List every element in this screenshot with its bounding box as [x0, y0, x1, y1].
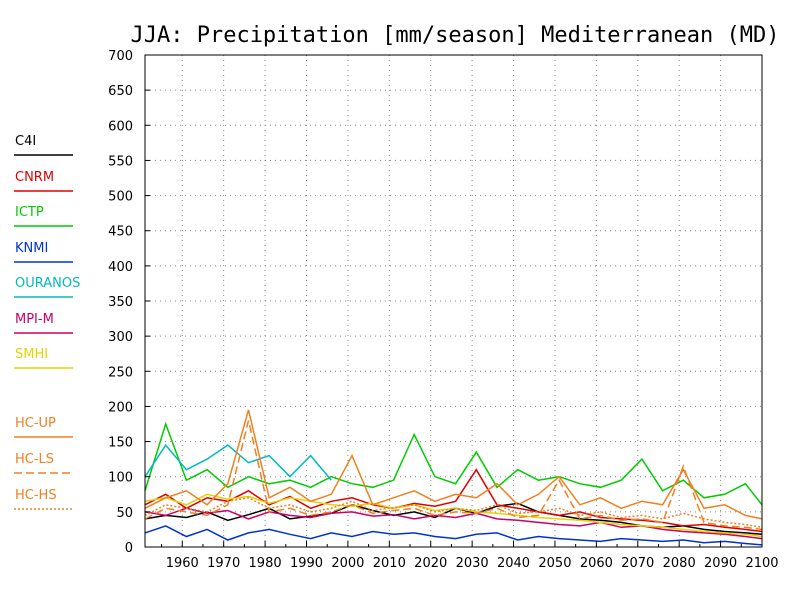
x-axis-ticks: 1960 1970 1980 1990 2000 2010 2020 2030 2040 2050…: [161, 541, 779, 571]
y-tick-label: 350: [108, 295, 133, 310]
y-tick-label: 650: [108, 84, 133, 99]
y-tick-label: 50: [116, 506, 133, 521]
series-line-ouranos: [144, 443, 332, 481]
legend-label: SMHI: [15, 347, 48, 362]
x-tick-label: 1970: [207, 556, 240, 571]
series-line-ictp: [144, 421, 763, 506]
y-tick-label: 100: [108, 471, 133, 486]
legend-label: C4I: [15, 134, 36, 149]
series-line-knmi: [144, 525, 763, 546]
x-tick-label: 1990: [290, 556, 323, 571]
x-tick-label: 2030: [456, 556, 489, 571]
x-tick-label: 2050: [538, 556, 571, 571]
y-tick-label: 500: [108, 190, 133, 205]
y-tick-label: 400: [108, 260, 133, 275]
legend-label: MPI-M: [15, 312, 54, 327]
x-tick-label: 2090: [704, 556, 737, 571]
series-line-hc-up: [144, 409, 763, 520]
chart-title: JJA: Precipitation [mm/season] Mediterra…: [130, 23, 779, 48]
y-tick-label: 600: [108, 119, 133, 134]
x-tick-label: 2060: [580, 556, 613, 571]
legend: C4I CNRM ICTP KNMI OURANOS MPI-M SMHI HC-UP HC-L…: [14, 134, 80, 510]
legend-label: KNMI: [15, 241, 48, 256]
legend-label: HC-UP: [15, 416, 56, 431]
x-tick-label: 2070: [621, 556, 654, 571]
x-tick-label: 2040: [497, 556, 530, 571]
y-tick-label: 150: [108, 436, 133, 451]
x-tick-label: 1960: [166, 556, 199, 571]
y-tick-label: 450: [108, 225, 133, 240]
x-tick-label: 2000: [331, 556, 364, 571]
y-tick-label: 700: [108, 49, 133, 64]
legend-label: HC-HS: [15, 488, 57, 503]
x-tick-label: 2020: [414, 556, 447, 571]
series-line-hc-ls: [144, 420, 763, 531]
y-tick-label: 200: [108, 400, 133, 415]
legend-label: OURANOS: [15, 276, 80, 291]
series-lines: [144, 409, 763, 546]
legend-label: CNRM: [15, 170, 54, 185]
y-tick-label: 250: [108, 365, 133, 380]
y-tick-label: 300: [108, 330, 133, 345]
y-tick-label: 0: [125, 541, 133, 556]
x-tick-label: 2100: [745, 556, 778, 571]
plot-frame: [144, 54, 763, 548]
series-line-hc-hs: [144, 497, 763, 529]
x-tick-label: 2010: [373, 556, 406, 571]
x-tick-label: 2080: [663, 556, 696, 571]
y-tick-label: 550: [108, 154, 133, 169]
legend-label: ICTP: [15, 205, 44, 220]
series-line-mpi-m: [144, 507, 763, 540]
series-line-cnrm: [144, 468, 763, 533]
x-tick-label: 1980: [249, 556, 282, 571]
y-axis-ticks: 0 50 100 150 200 250 300 350 400 450 500 550 600 650 7…: [108, 49, 150, 556]
legend-label: HC-LS: [15, 452, 54, 467]
grid: [145, 55, 762, 547]
